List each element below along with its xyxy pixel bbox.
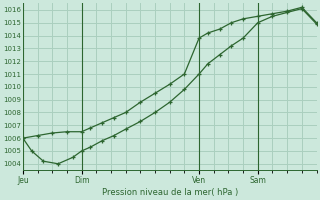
X-axis label: Pression niveau de la mer( hPa ): Pression niveau de la mer( hPa ) bbox=[101, 188, 238, 197]
